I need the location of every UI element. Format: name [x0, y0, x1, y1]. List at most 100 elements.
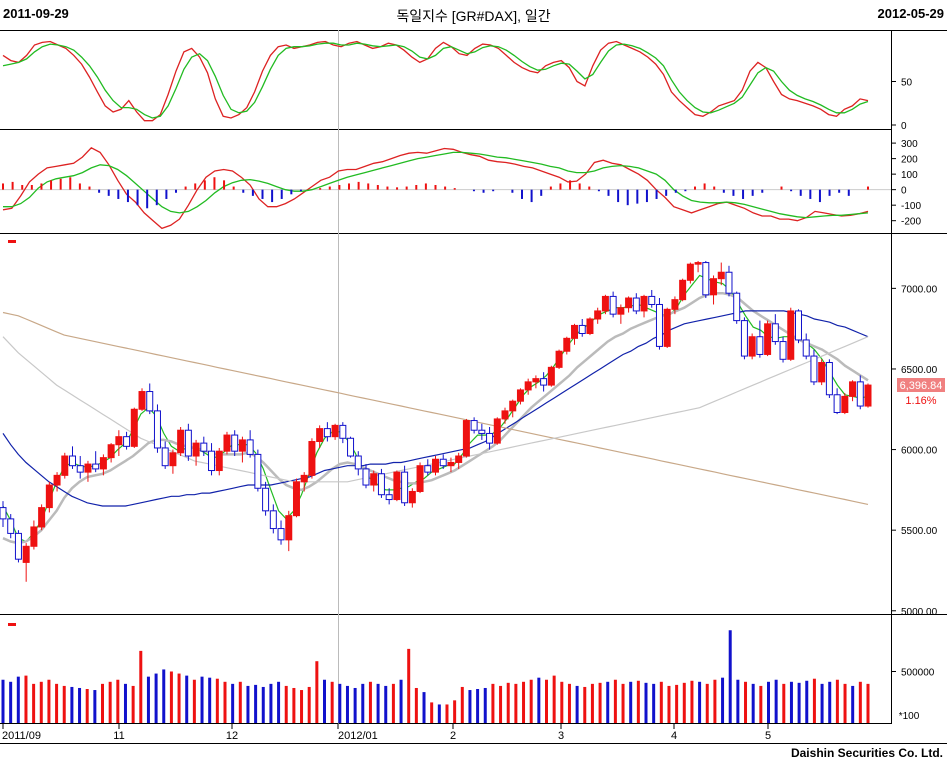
candle-body	[7, 518, 15, 534]
candle-body	[115, 436, 123, 446]
x-axis: 2011/09 11 12 2012/01 2 3 4 5	[2, 723, 771, 742]
last-price-value: 6,396.84	[900, 380, 943, 392]
candle-body	[640, 295, 648, 312]
candle-body	[61, 455, 69, 476]
candle-body	[269, 510, 277, 530]
candle-body	[818, 362, 826, 383]
x-tick-label: 4	[671, 730, 677, 742]
candle-body	[516, 389, 524, 402]
candle-body	[702, 262, 710, 296]
moving-average-tan	[2, 311, 869, 505]
candle-body	[246, 439, 254, 455]
end-date: 2012-05-29	[877, 6, 945, 21]
candle-body	[447, 461, 455, 467]
candle-body	[285, 515, 293, 541]
candle-body	[377, 473, 385, 496]
x-tick-label: 11	[113, 730, 124, 742]
candle-body	[833, 394, 841, 413]
candle-body	[771, 323, 779, 343]
last-price-box	[897, 378, 945, 392]
candle-body	[76, 465, 84, 473]
candle-body	[694, 262, 702, 265]
candle-body	[725, 271, 733, 294]
candle-body	[594, 310, 602, 320]
candle-body	[200, 442, 208, 452]
price-marker-icon	[8, 240, 16, 243]
candle-body	[277, 528, 285, 541]
candle-body	[617, 307, 625, 315]
candle-body	[486, 432, 494, 444]
candle-body	[424, 465, 432, 473]
candle-body	[856, 381, 864, 407]
candle-body	[161, 447, 169, 467]
candle-body	[316, 428, 324, 443]
candle-body	[462, 420, 470, 457]
candle-body	[625, 297, 633, 309]
candle-body	[563, 337, 571, 352]
candle-body	[292, 481, 300, 517]
candle-body	[632, 297, 640, 312]
price-tick-label: 6000.00	[901, 446, 938, 457]
macd-tick-label: 100	[901, 170, 918, 181]
moving-average-gray	[2, 291, 869, 545]
candle-body	[717, 271, 725, 280]
candle-body	[38, 507, 46, 528]
stochastic-tick-label: 50	[901, 78, 913, 89]
candle-body	[686, 263, 694, 281]
candle-body	[99, 457, 107, 470]
candle-body	[779, 341, 787, 360]
candle-body	[540, 378, 548, 386]
candle-body	[370, 473, 378, 486]
macd-tick-label: 0	[901, 186, 907, 197]
candle-body	[215, 450, 223, 472]
macd-tick-label: 300	[901, 139, 918, 150]
candle-body	[192, 442, 200, 457]
candle-body	[787, 310, 795, 360]
macd-panel	[0, 146, 891, 230]
stochastic-red-line	[2, 40, 869, 122]
chart-area[interactable]: 50 0 300 200 100 0 -100 -200 7000.00 6500.00 6000.…	[0, 30, 947, 747]
candle-body	[493, 418, 501, 444]
candle-body	[841, 395, 849, 413]
candle-body	[323, 428, 331, 438]
stochastic-tick-label: 0	[901, 121, 907, 132]
candle-body	[146, 391, 154, 412]
x-tick-label: 3	[558, 730, 564, 742]
candle-body	[748, 336, 756, 357]
candle-body	[300, 474, 308, 483]
stochastic-panel	[2, 40, 869, 122]
candle-body	[764, 323, 772, 355]
candle-body	[802, 339, 810, 357]
candle-body	[22, 545, 30, 563]
candle-body	[53, 474, 61, 486]
volume-panel	[1, 630, 870, 723]
candle-body	[609, 295, 617, 315]
candle-body	[262, 487, 270, 512]
candle-body	[810, 355, 818, 383]
footer-company: Daishin Securities Co. Ltd.	[790, 746, 943, 760]
x-tick-label: 2011/09	[2, 730, 41, 742]
candle-body	[393, 471, 401, 501]
price-tick-label: 7000.00	[901, 284, 938, 295]
price-tick-label: 5000.00	[901, 607, 938, 618]
x-tick-label: 2012/01	[338, 730, 378, 742]
last-price-change: 1.16%	[905, 395, 936, 407]
candle-body	[756, 336, 764, 355]
candle-body	[14, 532, 22, 560]
candle-body	[177, 429, 185, 454]
candle-body	[601, 295, 609, 312]
x-tick-label: 12	[226, 730, 238, 742]
candle-body	[308, 441, 316, 476]
candle-body	[130, 408, 138, 447]
candle-body	[586, 318, 594, 335]
candle-body	[184, 429, 192, 457]
candle-body	[524, 381, 532, 391]
candle-body	[864, 384, 872, 407]
volume-marker-icon	[8, 623, 16, 626]
candle-body	[555, 350, 563, 368]
chart-header: 2011-09-29 독일지수 [GR#DAX], 일간 2012-05-29	[0, 0, 947, 30]
candle-body	[30, 526, 38, 547]
candle-body	[254, 453, 262, 489]
candle-body	[408, 490, 416, 504]
candle-body	[509, 400, 517, 412]
